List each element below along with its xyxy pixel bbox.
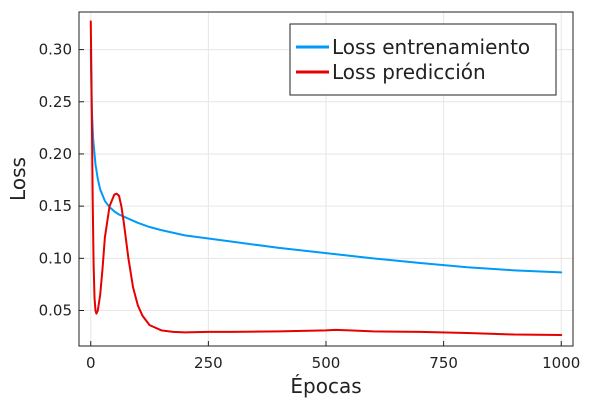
series-layer bbox=[89, 20, 563, 337]
y-tick-label: 0.05 bbox=[39, 302, 72, 320]
y-tick-label: 0.15 bbox=[39, 197, 72, 215]
legend-label-loss-entrenamiento: Loss entrenamiento bbox=[332, 35, 530, 59]
x-tick-label: 500 bbox=[312, 354, 341, 372]
series-line-loss-entrenamiento bbox=[89, 48, 563, 274]
legend: Loss entrenamiento Loss predicción bbox=[289, 23, 557, 96]
y-tick-label: 0.30 bbox=[39, 41, 72, 59]
x-tick-label: 250 bbox=[194, 354, 223, 372]
x-tick-label: 0 bbox=[86, 354, 96, 372]
x-tick-label: 750 bbox=[429, 354, 458, 372]
y-tick-label: 0.10 bbox=[39, 249, 72, 267]
legend-box bbox=[289, 23, 557, 96]
y-tick-label: 0.25 bbox=[39, 93, 72, 111]
y-tick-label: 0.20 bbox=[39, 145, 72, 163]
x-tick-label: 1000 bbox=[542, 354, 580, 372]
ticks: 0 250 500 750 1000 0.05 0.10 0.15 0.20 0.25 0.30 bbox=[39, 41, 581, 372]
series-line-loss-prediccion bbox=[89, 20, 563, 337]
x-axis-label: Épocas bbox=[290, 374, 361, 398]
legend-label-loss-prediccion: Loss predicción bbox=[332, 60, 486, 84]
y-axis-label: Loss bbox=[6, 157, 30, 201]
